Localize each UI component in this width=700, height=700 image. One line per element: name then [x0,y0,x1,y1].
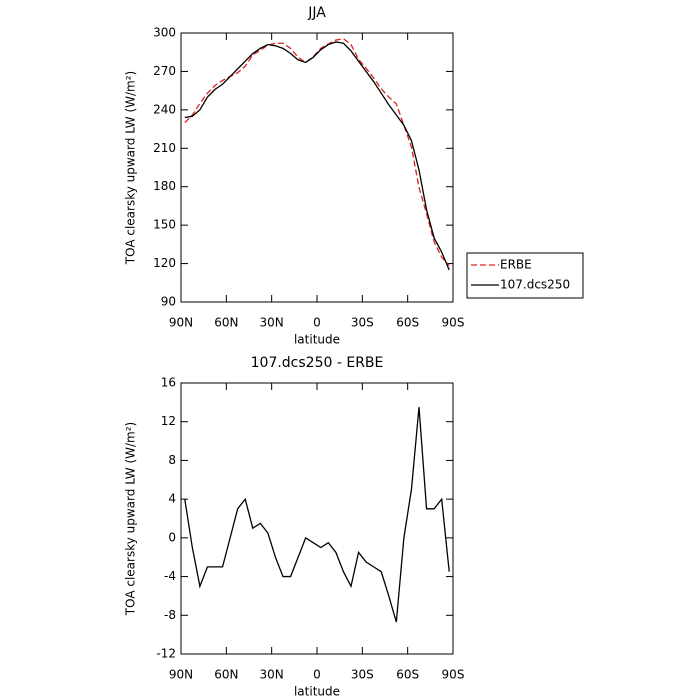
legend-box [466,252,584,299]
chart-panel: JJA latitude TOA clearsky upward LW (W/m²)… [124,5,584,347]
y-tick-label: 210 [153,141,176,155]
x-tick-label: 60N [214,668,238,682]
y-tick-label: 90 [161,295,176,309]
x-tick-label: 90S [442,668,465,682]
x-tick-label: 90N [169,668,193,682]
plot-frame [180,32,454,303]
data-line [184,407,450,623]
y-tick-label: 4 [168,492,176,506]
chart-title: JJA [307,5,326,21]
data-line [184,38,450,266]
x-axis-label: latitude [294,333,340,347]
x-axis-label: latitude [294,685,340,699]
y-tick-label: 270 [153,64,176,78]
y-tick-label: -12 [156,647,176,661]
x-tick-label: 30N [260,668,284,682]
x-tick-label: 60S [396,668,419,682]
legend: ERBE 107.dcs250 [466,252,584,299]
y-tick-label: -8 [164,608,176,622]
y-tick-label: 12 [161,414,176,428]
y-tick-label: 240 [153,102,176,116]
y-tick-label: 180 [153,179,176,193]
plot-frame [180,382,454,655]
x-tick-label: 60S [396,316,419,330]
data-line [184,41,450,271]
x-tick-label: 90S [442,316,465,330]
x-tick-label: 0 [313,668,321,682]
x-tick-label: 30S [351,668,374,682]
chart-panel: 107.dcs250 - ERBE latitude TOA clearsky up… [124,355,465,699]
y-tick-label: 120 [153,256,176,270]
x-tick-label: 30S [351,316,374,330]
y-tick-label: 16 [161,376,176,390]
y-tick-label: 150 [153,218,176,232]
y-axis-label: TOA clearsky upward LW (W/m²) [124,422,138,616]
x-tick-label: 0 [313,316,321,330]
legend-label: 107.dcs250 [500,278,570,292]
y-tick-label: -4 [164,569,176,583]
y-tick-label: 8 [168,453,176,467]
x-tick-label: 90N [169,316,193,330]
legend-label: ERBE [500,258,532,272]
x-tick-label: 60N [214,316,238,330]
y-tick-label: 0 [168,530,176,544]
x-tick-label: 30N [260,316,284,330]
y-axis-label: TOA clearsky upward LW (W/m²) [124,71,138,265]
y-tick-label: 300 [153,26,176,40]
chart-title: 107.dcs250 - ERBE [251,355,384,371]
